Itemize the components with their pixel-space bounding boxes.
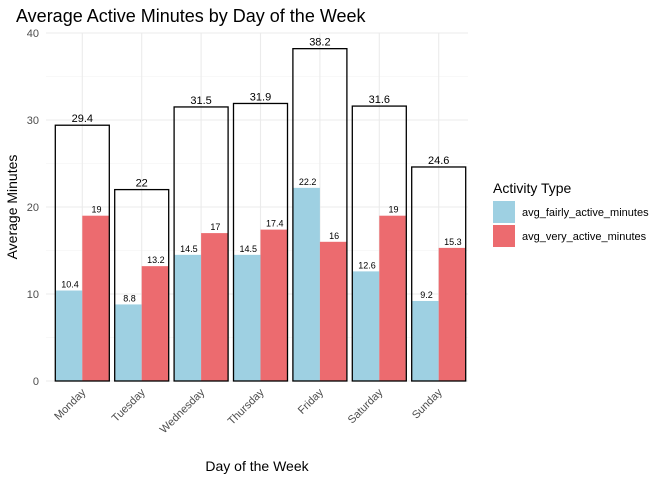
legend: Activity Type avg_fairly_active_minutesa… (493, 180, 649, 247)
bar-avg_very_active_minutes-friday (319, 241, 347, 381)
x-tick-label: Wednesday (158, 386, 208, 436)
bars: 10.4 19 8.8 13.2 14.5 17 14.5 17.4 22.2 16 12.6 19 9… (55, 177, 466, 381)
x-axis-ticks: Monday Tuesday Wednesday Thursday Friday Satu… (52, 386, 445, 436)
bar-avg_very_active_minutes-saturday (379, 215, 406, 381)
x-tick-label: Monday (52, 386, 89, 423)
legend-label-avg_very_active_minutes: avg_very_active_minutes (522, 231, 647, 243)
total-outline-tuesday (114, 188, 170, 382)
y-tick-label: 10 (27, 289, 39, 301)
bar-label-avg_fairly_active_minutes-saturday: 12.6 (358, 260, 376, 270)
x-tick-label: Thursday (226, 386, 267, 427)
bar-label-avg_very_active_minutes-wednesday: 17 (210, 222, 220, 232)
total-label-friday: 38.2 (309, 37, 330, 49)
legend-label-avg_fairly_active_minutes: avg_fairly_active_minutes (522, 207, 649, 219)
bar-label-avg_fairly_active_minutes-wednesday: 14.5 (180, 244, 198, 254)
bar-label-avg_very_active_minutes-thursday: 17.4 (266, 219, 284, 229)
chart-title: Average Active Minutes by Day of the Wee… (16, 6, 367, 26)
x-tick-label: Friday (296, 386, 326, 416)
x-axis-title: Day of the Week (205, 458, 309, 474)
bar-avg_fairly_active_minutes-thursday (234, 254, 261, 381)
y-axis-ticks: 0 10 20 30 40 (27, 28, 39, 388)
total-label-tuesday: 22 (136, 178, 148, 190)
bar-avg_fairly_active_minutes-sunday (412, 300, 439, 381)
total-outline-friday (292, 48, 348, 382)
legend-swatch-avg_fairly_active_minutes (493, 201, 515, 223)
bar-label-avg_very_active_minutes-saturday: 19 (389, 205, 399, 215)
bar-label-avg_fairly_active_minutes-sunday: 9.2 (420, 290, 433, 300)
total-label-wednesday: 31.5 (190, 95, 211, 107)
bar-avg_very_active_minutes-sunday (438, 247, 466, 381)
total-outline-sunday (411, 166, 467, 382)
bar-avg_very_active_minutes-thursday (260, 229, 287, 381)
bar-avg_fairly_active_minutes-friday (293, 187, 320, 381)
bar-label-avg_very_active_minutes-tuesday: 13.2 (147, 255, 165, 265)
total-label-sunday: 24.6 (428, 155, 449, 167)
legend-items: avg_fairly_active_minutes avg_very_active… (493, 201, 649, 247)
total-outline-monday (54, 124, 110, 382)
bar-avg_very_active_minutes-tuesday (141, 266, 169, 381)
total-outline-saturday (351, 105, 407, 382)
x-tick-label: Sunday (410, 386, 445, 421)
total-label-saturday: 31.6 (369, 94, 390, 106)
total-label-thursday: 31.9 (250, 91, 271, 103)
bar-avg_very_active_minutes-wednesday (201, 233, 228, 381)
bar-label-avg_fairly_active_minutes-friday: 22.2 (299, 177, 317, 187)
legend-swatch-avg_very_active_minutes (493, 225, 515, 247)
total-outlines: 29.4 22 31.5 31.9 38.2 31.6 24.6 (54, 37, 467, 382)
bar-label-avg_fairly_active_minutes-tuesday: 8.8 (123, 293, 136, 303)
bar-avg_fairly_active_minutes-saturday (352, 271, 380, 381)
y-tick-label: 0 (33, 376, 39, 388)
bar-avg_fairly_active_minutes-monday (55, 290, 83, 381)
bar-avg_fairly_active_minutes-tuesday (115, 304, 142, 381)
bar-label-avg_fairly_active_minutes-thursday: 14.5 (239, 244, 257, 254)
y-tick-label: 30 (27, 115, 39, 127)
total-outline-wednesday (173, 106, 229, 382)
total-outline-thursday (232, 102, 289, 382)
x-tick-label: Tuesday (110, 386, 148, 424)
legend-title: Activity Type (493, 180, 572, 196)
bar-label-avg_very_active_minutes-monday: 19 (92, 205, 102, 215)
y-tick-label: 40 (27, 28, 39, 40)
y-tick-label: 20 (27, 202, 39, 214)
y-axis-title: Average Minutes (4, 155, 20, 260)
total-label-monday: 29.4 (72, 113, 93, 125)
bar-label-avg_fairly_active_minutes-monday: 10.4 (61, 280, 79, 290)
bar-label-avg_very_active_minutes-friday: 16 (329, 231, 339, 241)
bar-label-avg_very_active_minutes-sunday: 15.3 (444, 237, 462, 247)
bar-avg_very_active_minutes-monday (82, 215, 109, 381)
bar-avg_fairly_active_minutes-wednesday (174, 254, 202, 381)
x-tick-label: Saturday (346, 386, 386, 426)
